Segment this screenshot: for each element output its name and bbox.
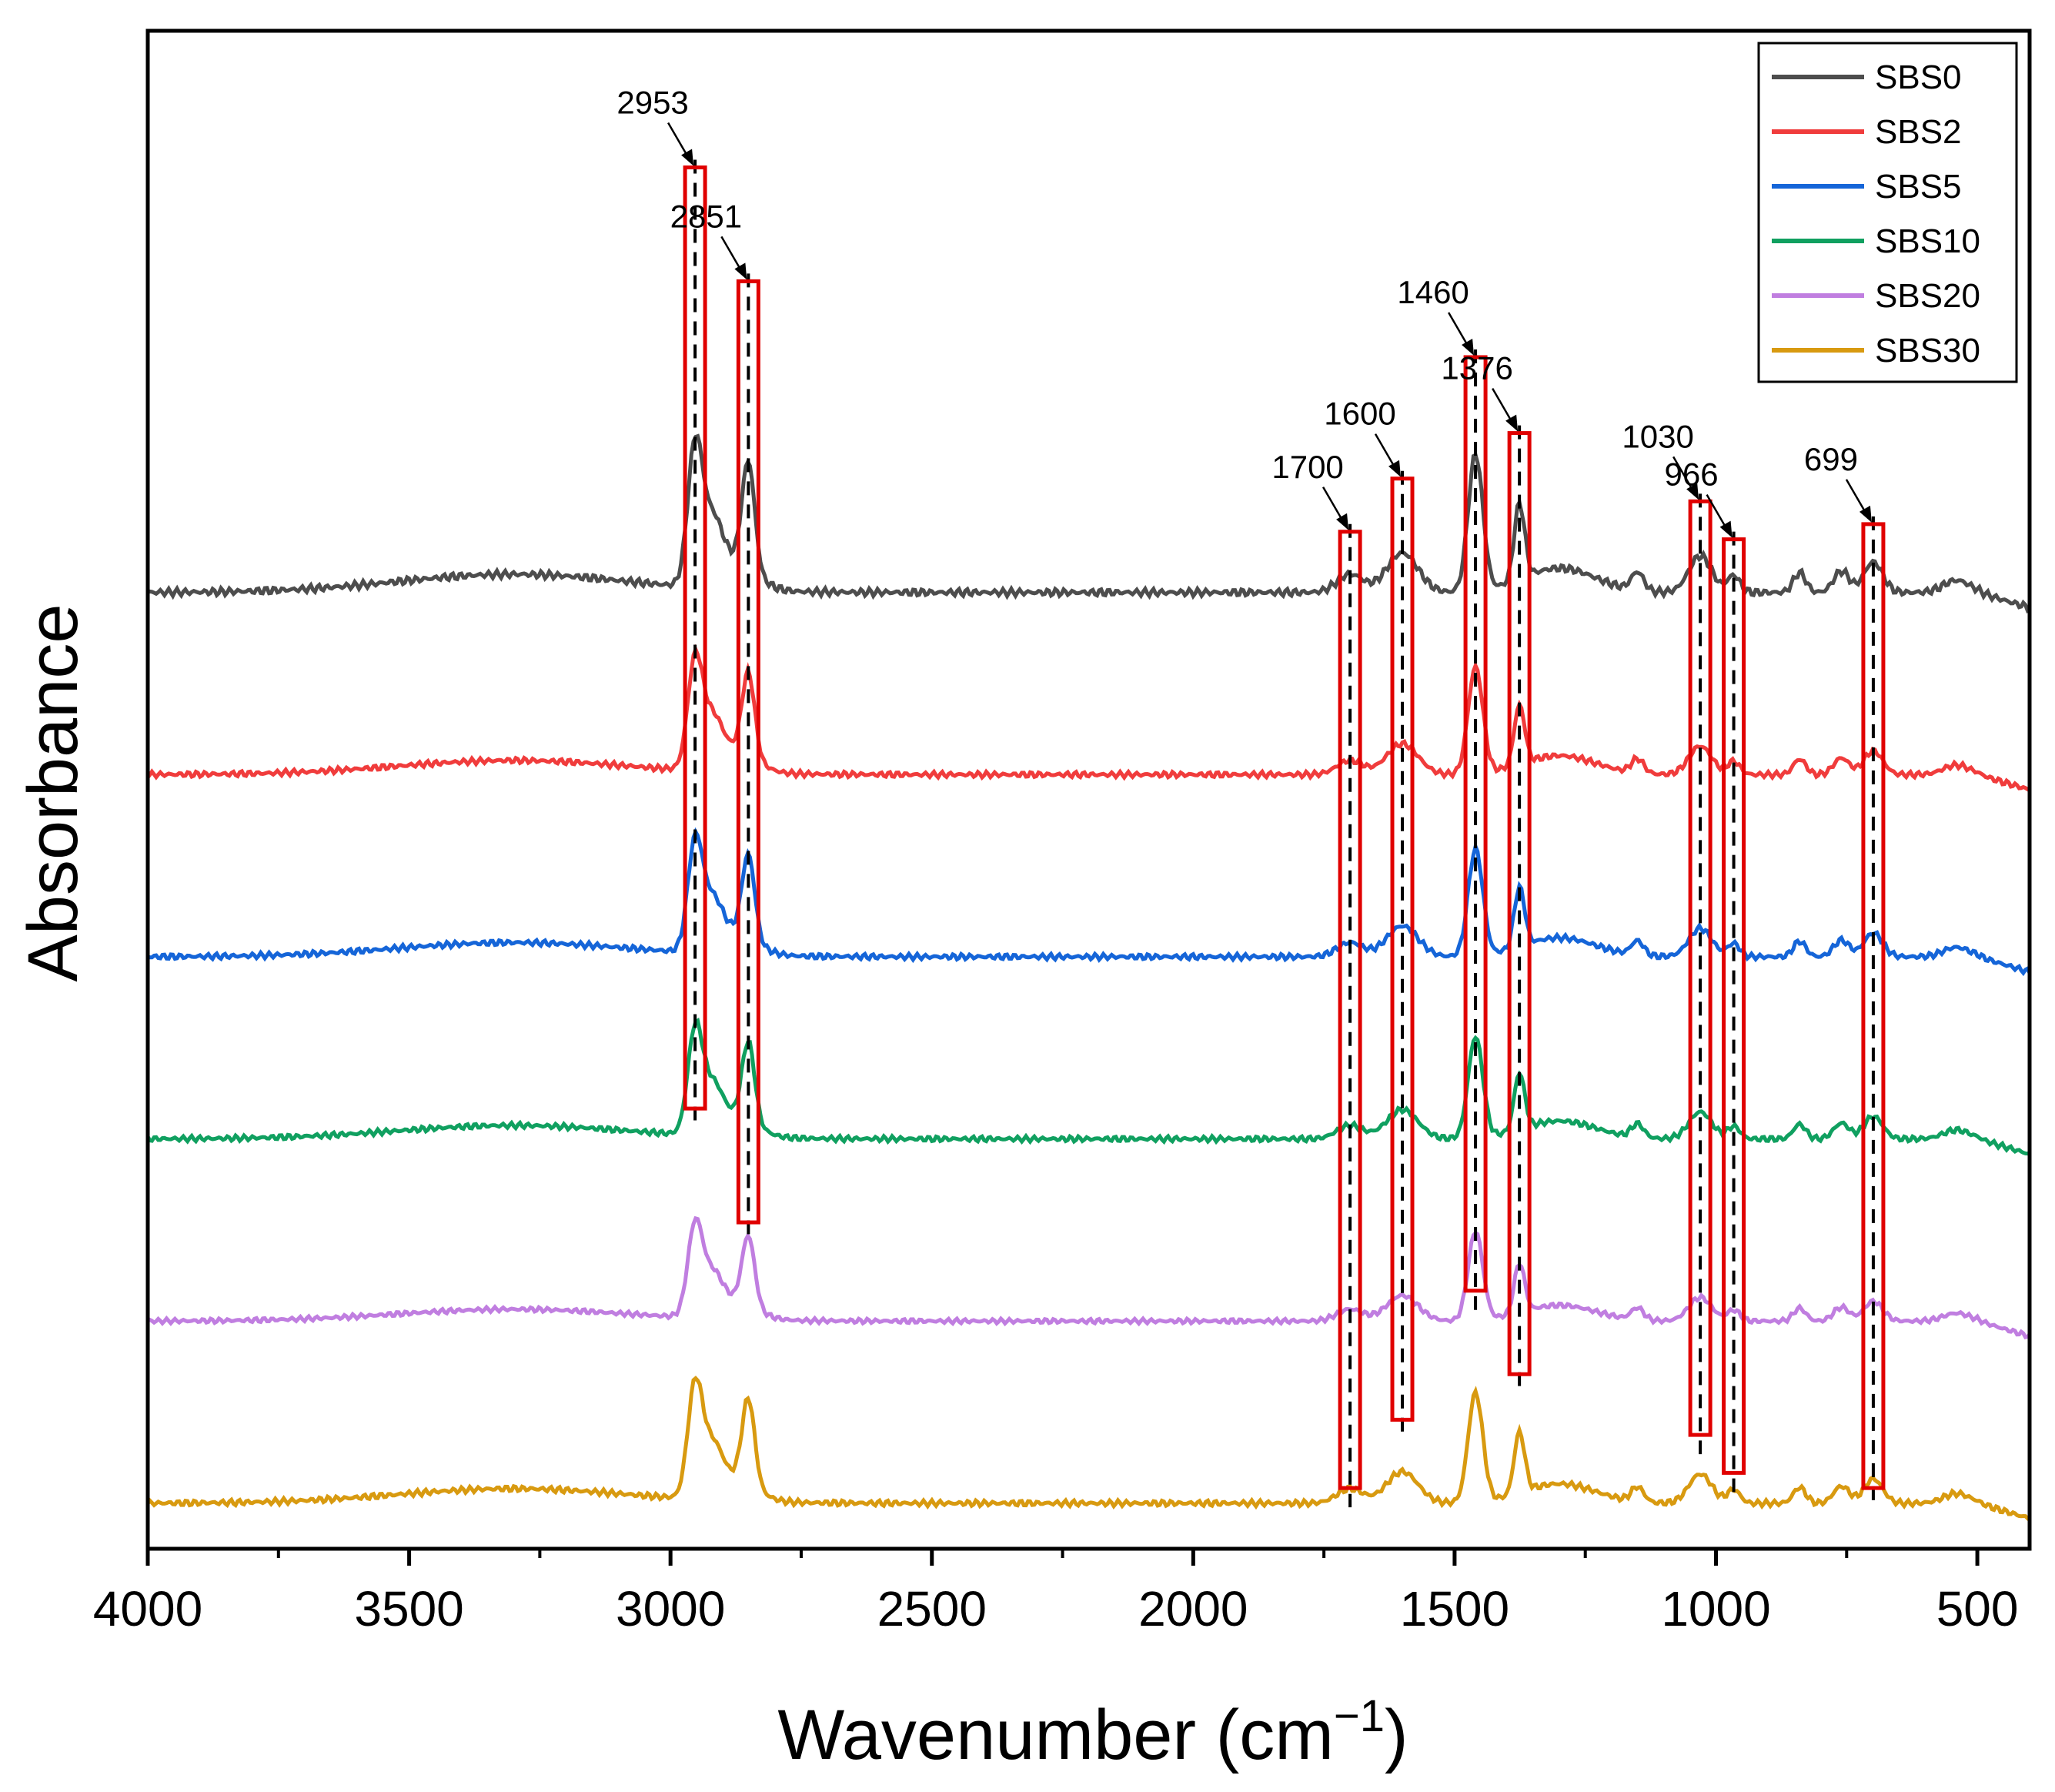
plot-frame: [145, 28, 2032, 1551]
peak-box-1700: [1338, 530, 1362, 1490]
legend-box: [1757, 42, 2018, 383]
legend: SBS0 SBS2 SBS5 SBS10 SBS20 SBS30: [1757, 42, 2018, 383]
peak-box-1376: [1507, 431, 1532, 1376]
peak-arrowhead-1700: [1336, 513, 1349, 530]
legend-label-sbs5: SBS5: [1875, 168, 1962, 206]
peak-label-1460: 1460: [1397, 274, 1469, 310]
x-axis-title-main: Wavenumber (cm: [777, 1696, 1334, 1774]
peak-arrowhead-2953: [681, 149, 694, 166]
y-axis-title: Absorbance: [14, 604, 92, 982]
legend-items: SBS0 SBS2 SBS5 SBS10 SBS20 SBS30: [1772, 59, 1980, 369]
legend-label-sbs30: SBS30: [1875, 332, 1980, 369]
x-tick-label-2000: 2000: [1138, 1581, 1248, 1637]
peak-label-1600: 1600: [1324, 396, 1395, 432]
series-line-sbs30: [145, 1376, 2031, 1522]
peak-label-2851: 2851: [670, 198, 742, 234]
x-axis-title-close: ): [1385, 1696, 1408, 1774]
peak-label-1700: 1700: [1271, 449, 1343, 485]
series-line-sbs2: [146, 644, 2031, 792]
x-tick-label-500: 500: [1936, 1581, 2019, 1637]
peak-box-699: [1861, 522, 1886, 1490]
peak-arrowhead-2851: [734, 262, 747, 280]
peak-arrowhead-1030: [1686, 483, 1699, 500]
x-axis-title-superscript: −1: [1334, 1691, 1385, 1741]
series-layer: [145, 433, 2032, 1522]
peak-box-1600: [1390, 476, 1415, 1422]
x-tick-label-1500: 1500: [1400, 1581, 1509, 1637]
peak-arrowhead-1460: [1462, 338, 1475, 356]
x-tick-label-2500: 2500: [877, 1581, 987, 1637]
peak-label-966: 966: [1665, 456, 1719, 493]
tick-layer: 4000 3500 3000 2500 2000 1500 1000 500: [93, 1549, 2019, 1637]
x-axis-title: Wavenumber (cm−1): [777, 1691, 1408, 1774]
peak-arrowhead-699: [1859, 505, 1872, 523]
legend-label-sbs2: SBS2: [1875, 113, 1962, 151]
series-line-sbs0: [147, 433, 2031, 614]
peak-arrowhead-1376: [1505, 414, 1519, 432]
x-tick-label-1000: 1000: [1661, 1581, 1770, 1637]
x-tick-label-3000: 3000: [616, 1581, 725, 1637]
legend-label-sbs0: SBS0: [1875, 59, 1962, 96]
x-tick-label-3500: 3500: [354, 1581, 463, 1637]
peak-arrowhead-1600: [1388, 460, 1401, 477]
series-line-sbs20: [146, 1215, 2031, 1339]
peak-box-1460: [1463, 355, 1488, 1293]
peak-label-1030: 1030: [1622, 418, 1693, 454]
peak-label-1376: 1376: [1441, 350, 1512, 386]
legend-label-sbs20: SBS20: [1875, 277, 1980, 315]
peak-box-1030: [1688, 499, 1712, 1437]
x-tick-label-4000: 4000: [93, 1581, 202, 1637]
series-line-sbs5: [147, 827, 2032, 977]
peak-label-699: 699: [1804, 441, 1858, 477]
series-line-sbs10: [145, 1017, 2030, 1156]
legend-label-sbs10: SBS10: [1875, 222, 1980, 260]
peak-box-2851: [736, 279, 760, 1225]
peak-arrowhead-966: [1719, 520, 1733, 538]
peak-box-2953: [683, 165, 707, 1111]
peak-box-966: [1722, 537, 1746, 1475]
peak-label-2953: 2953: [616, 84, 688, 120]
